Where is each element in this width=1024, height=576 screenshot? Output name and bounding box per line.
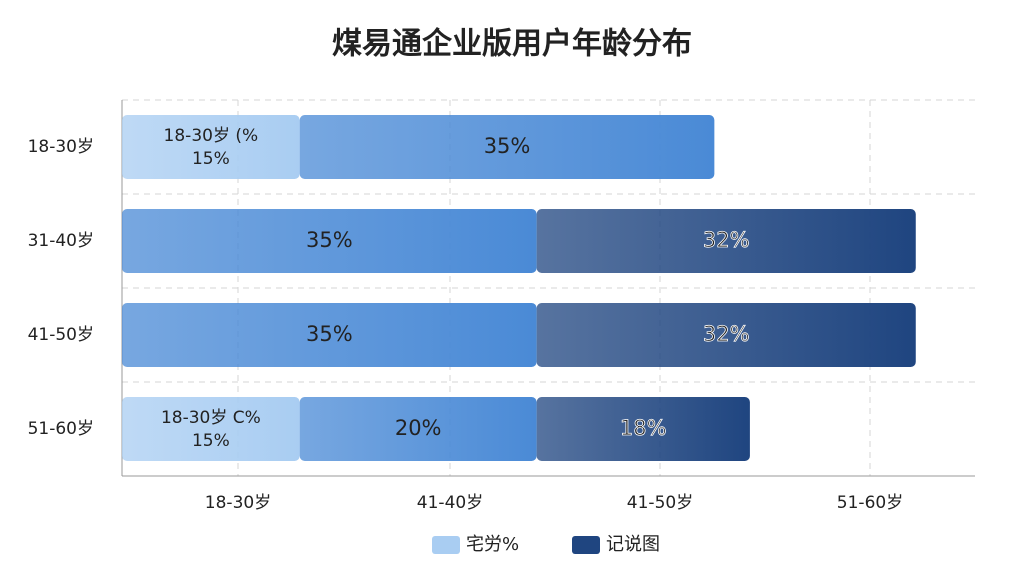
legend-label: 记说图 bbox=[606, 534, 660, 555]
legend-swatch bbox=[572, 536, 600, 554]
data-label: 35% bbox=[306, 228, 353, 252]
data-label: 20% bbox=[395, 416, 442, 440]
data-label: 32% bbox=[703, 228, 750, 252]
y-tick-label: 51-60岁 bbox=[28, 419, 94, 439]
x-tick-label: 51-60岁 bbox=[837, 493, 903, 513]
y-tick-label: 18-30岁 bbox=[28, 137, 94, 157]
legend-label: 宅労% bbox=[466, 534, 519, 555]
bar-segment bbox=[299, 115, 715, 179]
data-label: 32% bbox=[703, 322, 750, 346]
x-tick-label: 18-30岁 bbox=[205, 493, 271, 513]
bar-segment bbox=[122, 209, 537, 273]
bar-segment bbox=[122, 397, 300, 461]
y-tick-label: 31-40岁 bbox=[28, 231, 94, 251]
x-tick-label: 41-50岁 bbox=[627, 493, 693, 513]
segment-tag: 18-30岁 C% bbox=[161, 408, 261, 428]
chart-title: 煤易通企业版用户年龄分布 bbox=[332, 27, 692, 62]
bar-segment bbox=[122, 115, 300, 179]
legend-swatch bbox=[432, 536, 460, 554]
bar-segment bbox=[299, 397, 537, 461]
y-tick-label: 41-50岁 bbox=[28, 325, 94, 345]
segment-tag: 18-30岁 (% bbox=[164, 126, 259, 146]
data-label: 35% bbox=[306, 322, 353, 346]
x-tick-label: 41-40岁 bbox=[417, 493, 483, 513]
data-label: 15% bbox=[192, 431, 230, 451]
data-label: 18% bbox=[620, 416, 667, 440]
data-label: 35% bbox=[484, 134, 531, 158]
bar-segment bbox=[122, 303, 537, 367]
data-label: 15% bbox=[192, 149, 230, 169]
bar-segment bbox=[536, 303, 916, 367]
bar-segment bbox=[536, 397, 750, 461]
bar-segment bbox=[536, 209, 916, 273]
